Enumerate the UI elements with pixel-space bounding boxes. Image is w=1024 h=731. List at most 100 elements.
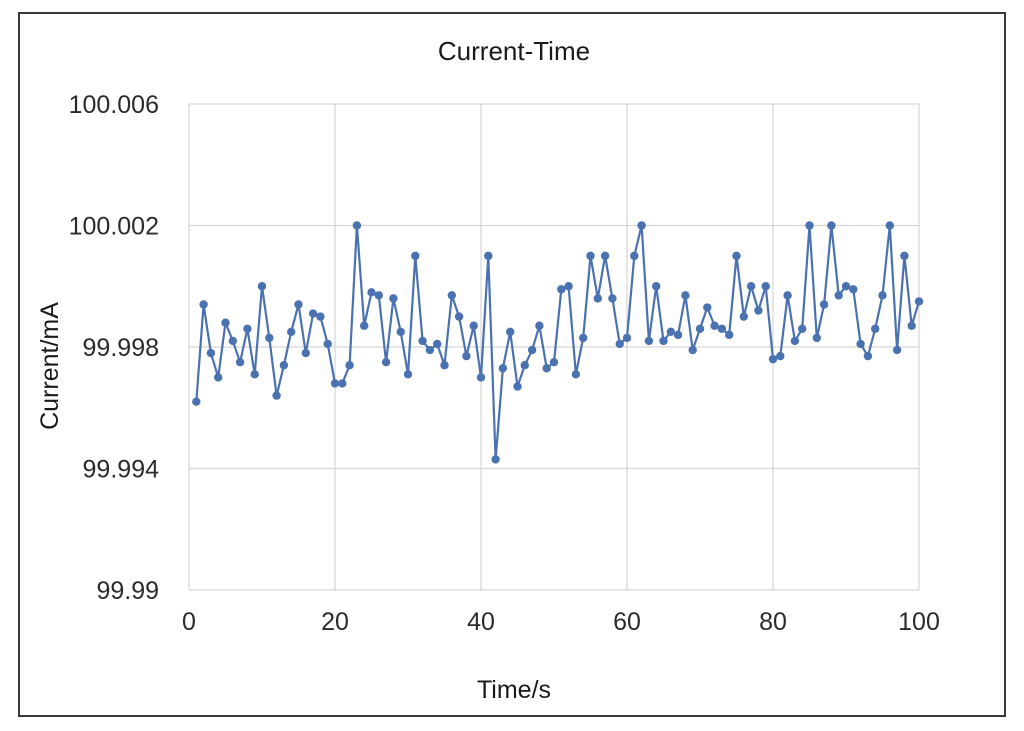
chart-svg: 0 20 40 60 80 100 99.99 99.994 99.998 100.002 100.… [36,36,940,704]
data-point [659,336,668,346]
data-point [900,251,909,261]
data-point [257,282,267,291]
tick-layer: 0 20 40 60 80 100 99.99 99.994 99.998 100.002 100.… [69,91,940,636]
data-point [214,373,223,382]
data-point [819,300,829,309]
data-point [484,251,493,261]
data-point [681,291,690,300]
data-point [476,373,486,382]
data-point [447,291,456,300]
data-point [462,351,471,361]
y-tick-label: 99.994 [83,456,160,484]
data-point [812,333,821,343]
x-tick-label: 100 [898,608,940,636]
data-point [330,379,340,388]
data-point [199,300,208,309]
x-tick-label: 0 [182,608,196,636]
data-point [316,312,325,321]
data-point [287,327,296,337]
chart-frame: 0 20 40 60 80 100 99.99 99.994 99.998 100.002 100.… [18,12,1006,717]
data-point [557,285,566,294]
data-point [834,291,843,300]
data-point [754,306,763,315]
data-point [279,361,289,370]
data-point [381,357,391,367]
data-point [265,333,274,343]
data-point [878,291,887,300]
data-point [710,321,719,330]
data-point [652,282,661,291]
x-tick-label: 20 [321,608,349,636]
data-point [235,357,245,367]
data-point [914,297,924,306]
data-point [798,324,807,333]
data-point [644,336,654,346]
data-point [739,312,748,321]
data-point [221,318,230,327]
data-point [389,294,398,303]
series-layer [192,221,924,464]
data-point [425,345,435,355]
series-line [195,224,921,461]
data-point [695,324,705,333]
data-point [849,285,858,294]
data-point [608,294,617,303]
data-point [586,251,595,261]
data-point [571,370,581,379]
data-point [396,327,405,337]
chart-title: Current-Time [438,36,590,66]
data-point [403,370,413,379]
data-point [192,397,201,406]
data-point [520,361,529,370]
data-point [776,351,785,361]
data-point [469,321,478,330]
data-point [360,321,369,330]
data-point [411,251,420,261]
data-point [308,309,318,318]
data-point [352,221,362,230]
data-point [805,221,814,230]
data-point [907,321,916,330]
data-point [703,303,712,312]
data-point [593,294,602,303]
data-point [498,364,508,373]
grid-layer [188,103,920,591]
data-point [374,291,383,300]
data-point [440,361,449,370]
data-point [418,336,427,346]
data-point [506,327,515,337]
data-point [228,336,237,346]
data-point [863,351,873,361]
y-tick-label: 100.002 [69,213,159,241]
data-point [250,370,259,379]
x-tick-label: 80 [759,608,787,636]
data-point [630,251,639,261]
data-point [732,251,741,261]
data-point [542,364,551,373]
data-point [301,348,310,358]
data-point [768,354,778,364]
data-point [615,339,624,349]
y-axis-title: Current/mA [36,302,64,430]
x-tick-label: 40 [467,608,495,636]
data-point [367,288,376,297]
y-tick-label: 100.006 [69,91,159,119]
data-point [294,300,303,309]
data-point [579,333,588,343]
data-point [725,330,734,340]
data-point [856,339,865,349]
data-point [761,282,770,291]
x-tick-label: 60 [613,608,641,636]
data-point [272,391,281,400]
data-point [206,348,216,358]
data-point [491,455,500,464]
data-point [535,321,544,330]
data-point [885,221,894,230]
data-point [637,221,646,230]
y-tick-label: 99.998 [83,334,159,362]
data-point [564,282,573,291]
data-point [345,361,354,370]
data-point [746,282,756,291]
x-axis-title: Time/s [477,676,551,704]
data-point [666,327,675,337]
